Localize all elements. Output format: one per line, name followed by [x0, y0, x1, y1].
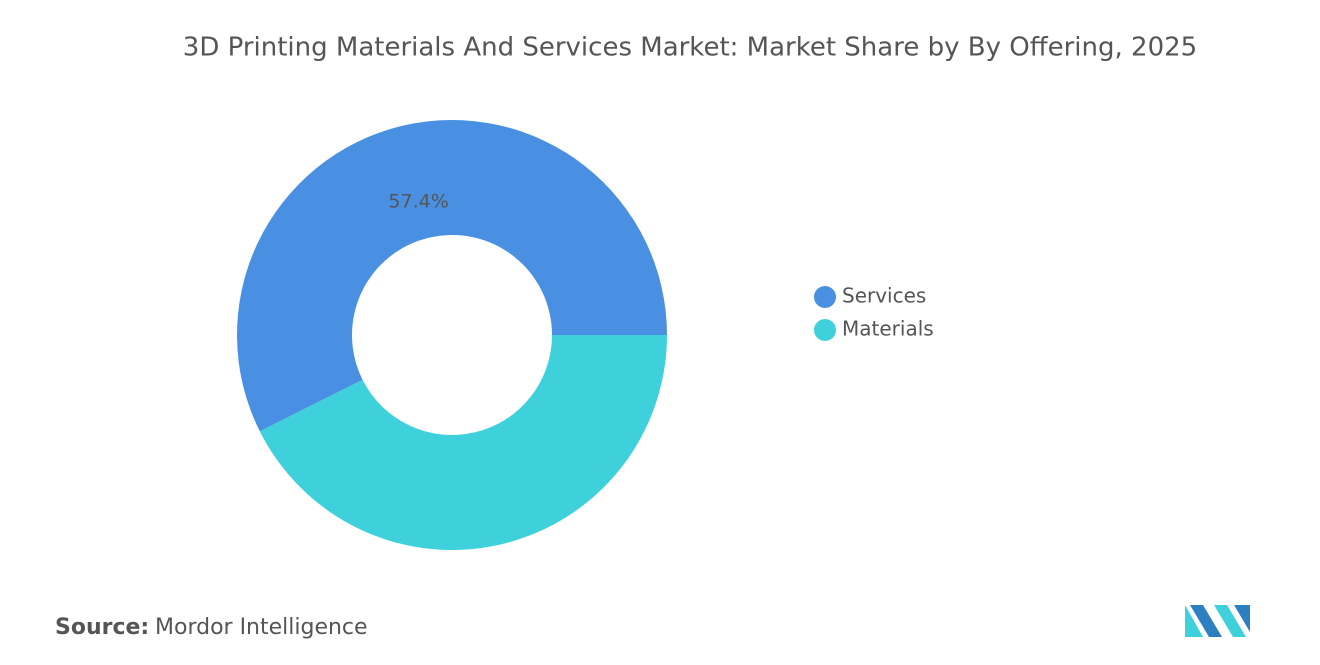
chart-title: 3D Printing Materials And Services Marke…	[183, 33, 1197, 63]
legend-marker	[814, 286, 836, 308]
legend-label: Services	[842, 284, 926, 308]
data-label: 57.4%	[388, 190, 448, 212]
source: Mordor Intelligence	[155, 615, 368, 640]
donut-slice	[259, 335, 667, 551]
source-label: Source:	[55, 615, 149, 640]
logo	[1185, 605, 1250, 637]
legend-marker	[814, 319, 836, 341]
legend-label: Materials	[842, 317, 934, 341]
donut-slice	[237, 120, 667, 432]
